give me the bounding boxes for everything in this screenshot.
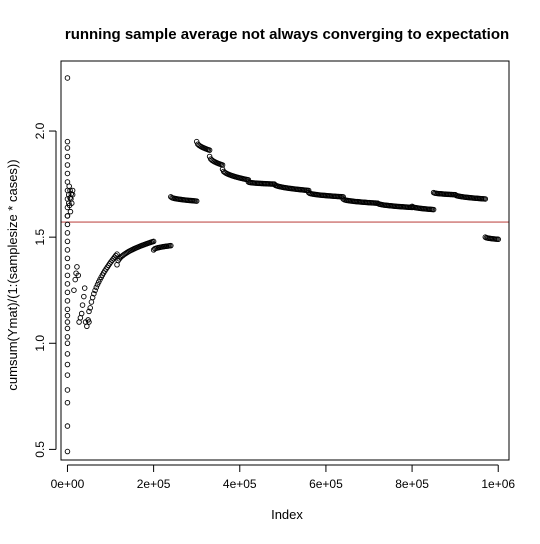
- y-tick-label: 0.5: [33, 441, 47, 458]
- points-layer: [64, 75, 501, 455]
- data-point: [94, 281, 101, 288]
- data-point: [64, 247, 71, 253]
- data-point: [64, 423, 71, 429]
- data-point: [64, 75, 71, 81]
- data-point: [495, 236, 501, 243]
- data-point: [64, 372, 71, 378]
- data-point: [75, 272, 81, 279]
- data-point: [64, 230, 71, 236]
- data-point: [113, 252, 119, 259]
- data-point: [79, 302, 86, 308]
- axes-layer: 0e+00 2e+05 4e+05 6e+05 8e+05 1e+06 0.5 1.0 1.5 2…: [33, 122, 515, 491]
- data-point: [69, 187, 76, 194]
- data-point: [64, 361, 71, 368]
- data-point: [64, 306, 71, 313]
- x-tick-label: 4e+05: [223, 477, 257, 491]
- data-point: [64, 213, 71, 219]
- data-point: [64, 170, 71, 177]
- data-point: [93, 284, 100, 291]
- data-point: [64, 138, 71, 145]
- x-tick-label: 1e+06: [481, 477, 515, 491]
- x-axis-label: Index: [271, 507, 303, 522]
- data-point: [86, 319, 92, 325]
- data-point: [64, 221, 71, 228]
- x-tick-label: 6e+05: [309, 477, 343, 491]
- x-tick-label: 0e+00: [51, 477, 85, 491]
- data-point: [81, 285, 88, 291]
- data-point: [72, 276, 78, 283]
- data-point: [482, 196, 489, 202]
- data-point: [168, 242, 174, 249]
- data-point: [64, 153, 71, 160]
- data-point: [64, 298, 71, 304]
- data-point: [64, 325, 71, 332]
- plot-frame: [60, 60, 510, 461]
- data-point: [64, 272, 71, 279]
- data-point: [64, 255, 71, 262]
- data-point: [114, 251, 120, 257]
- data-point: [64, 312, 71, 319]
- data-point: [64, 289, 71, 296]
- y-tick-label: 1.5: [33, 228, 47, 245]
- y-tick-label: 2.0: [33, 122, 47, 139]
- data-point: [78, 310, 85, 317]
- data-point: [64, 334, 71, 340]
- y-tick-label: 1.0: [33, 335, 47, 352]
- data-point: [64, 319, 71, 325]
- chart-title: running sample average not always conver…: [65, 26, 509, 43]
- data-point: [64, 448, 71, 455]
- data-point: [74, 264, 80, 270]
- data-point: [69, 200, 75, 206]
- data-point: [89, 294, 96, 301]
- data-point: [64, 399, 71, 406]
- data-point: [64, 281, 71, 287]
- data-point: [193, 198, 200, 204]
- data-point: [64, 162, 71, 168]
- data-point: [64, 351, 71, 357]
- data-point: [71, 287, 77, 293]
- data-point: [67, 208, 74, 215]
- data-point: [206, 147, 213, 153]
- data-point: [84, 323, 90, 330]
- data-point: [64, 264, 71, 270]
- x-tick-label: 8e+05: [395, 477, 429, 491]
- data-point: [81, 293, 87, 300]
- data-point: [68, 191, 75, 197]
- data-point: [87, 305, 93, 311]
- data-point: [66, 200, 72, 206]
- y-axis-label: cumsum(Ymat)/(1:(samplesize * cases)): [5, 159, 20, 390]
- data-point: [91, 290, 97, 297]
- data-point: [150, 238, 157, 245]
- data-point: [64, 145, 71, 151]
- data-point: [92, 287, 98, 294]
- data-point: [86, 308, 92, 315]
- data-point: [430, 206, 437, 213]
- data-point: [64, 238, 71, 245]
- data-point: [67, 187, 73, 194]
- data-point: [64, 340, 71, 347]
- x-tick-label: 2e+05: [137, 477, 171, 491]
- data-point: [64, 387, 71, 393]
